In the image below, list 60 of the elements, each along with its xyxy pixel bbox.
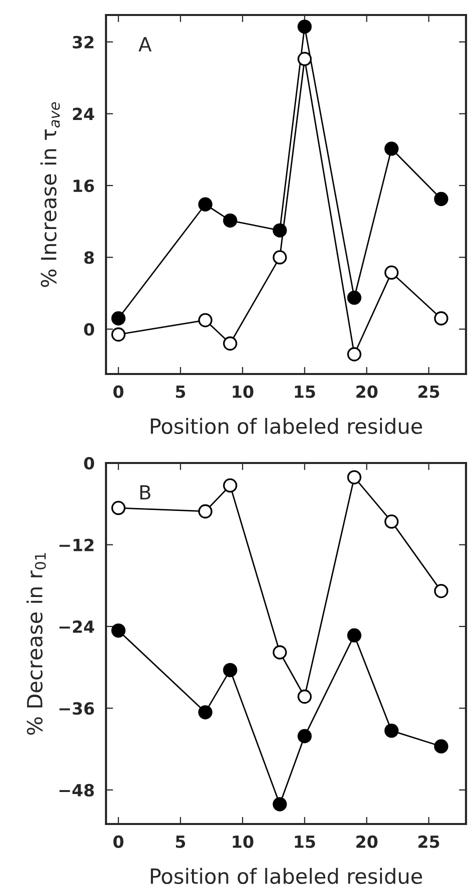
point [347,290,362,305]
y-tick-label: −48 [59,784,94,797]
point [223,478,238,493]
annotation: A [138,37,152,52]
point [223,336,238,351]
y-tick-label: −12 [59,538,94,552]
point [298,52,312,66]
y-axis-title: % Decrease in r$_{01}$ [26,553,46,735]
x-tick-label: 15 [294,836,316,848]
x-axis-title: Position of labeled residue [150,418,422,434]
y-tick-label: −24 [59,620,94,633]
point [198,705,212,720]
x-tick-label: 25 [418,385,440,398]
x-tick-label: 20 [356,835,378,848]
point [223,662,238,678]
point [111,311,126,326]
point [347,470,362,484]
point [434,584,448,598]
x-tick-label: 15 [294,386,316,398]
x-tick-label: 25 [418,835,440,848]
point [434,192,448,206]
x-axis-title: Position of labeled residue [150,868,422,884]
point [198,197,212,212]
point [434,739,448,754]
x-tick-label: 0 [113,835,124,848]
x-tick-label: 5 [176,836,186,848]
point [347,347,362,362]
point [434,311,448,326]
point [347,628,362,642]
point [272,250,287,264]
y-tick-label: 0 [84,323,94,336]
point [272,223,287,238]
point [298,20,312,34]
point [111,623,126,638]
x-tick-label: 0 [113,385,124,398]
point [298,690,312,704]
point [111,500,126,516]
x-tick-label: 20 [356,385,378,398]
point [272,645,287,660]
point [384,724,399,738]
annotation: B [140,485,150,500]
point [272,797,287,812]
point [111,327,126,342]
point [384,142,399,156]
point [198,313,212,328]
point [198,504,212,518]
y-tick-label: 0 [84,456,94,470]
point [223,213,238,228]
y-tick-label: −36 [59,702,94,715]
x-tick-label: 10 [232,835,254,848]
x-tick-label: 5 [176,386,186,398]
y-tick-label: 16 [74,180,94,192]
x-tick-label: 10 [232,385,254,398]
y-axis-title: % Increase in τ$_{ave}$ [40,102,60,287]
y-tick-label: 32 [72,36,94,48]
point [384,265,399,280]
y-tick-label: 24 [73,108,94,120]
y-tick-label: 8 [84,251,94,264]
point [298,729,312,744]
point [384,514,399,529]
